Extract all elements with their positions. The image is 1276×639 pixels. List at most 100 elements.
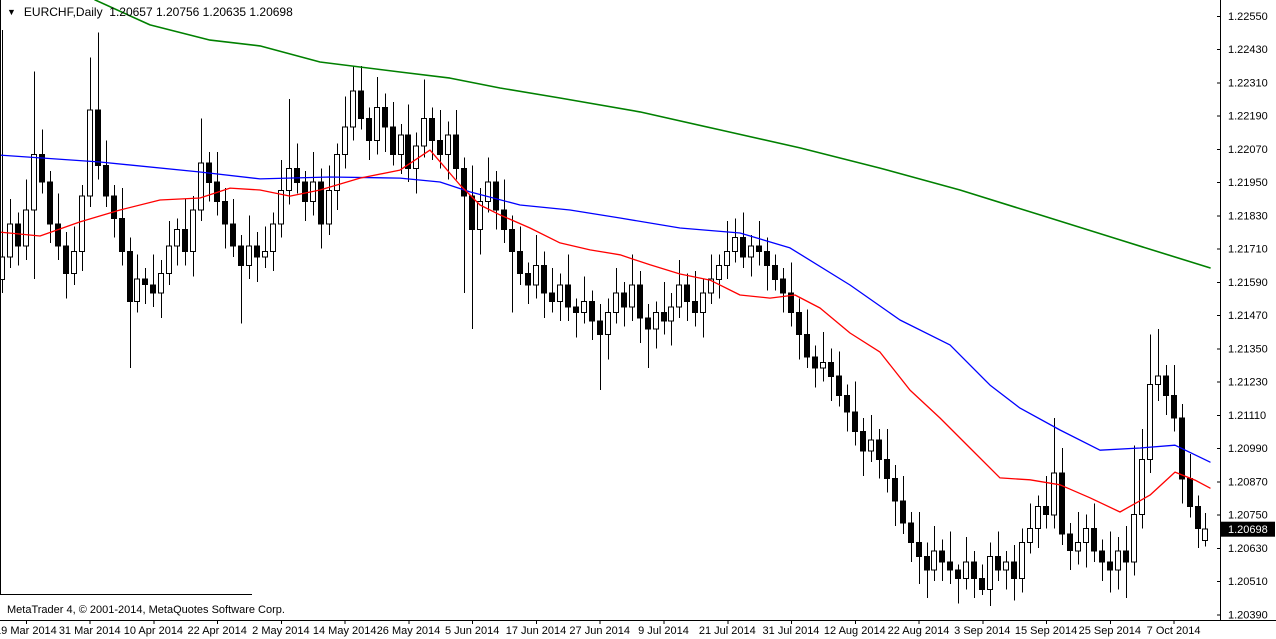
candle [924, 542, 930, 598]
candle [198, 118, 204, 221]
candle [748, 234, 754, 277]
candle [1099, 539, 1105, 582]
date-tick-label: 26 May 2014 [377, 625, 441, 637]
date-tick-label: 21 Jul 2014 [699, 625, 756, 637]
candle [1155, 329, 1161, 402]
candle [1051, 417, 1057, 529]
price-tick-label: 1.21470 [1228, 310, 1268, 322]
candle [525, 262, 531, 305]
candle [1067, 523, 1073, 571]
candle [342, 96, 348, 169]
candle [1107, 531, 1113, 593]
candle [876, 428, 882, 479]
candle [565, 254, 571, 321]
candle [661, 282, 667, 335]
candle [166, 221, 172, 285]
candle [485, 157, 491, 213]
candle [1059, 448, 1065, 546]
candle [127, 237, 133, 368]
candle [421, 79, 427, 158]
date-tick-label: 5 Jun 2014 [445, 625, 499, 637]
candle [621, 282, 627, 327]
chart-title-overlay: ▼ EURCHF,Daily 1.20657 1.20756 1.20635 1… [7, 5, 293, 19]
candle [509, 215, 515, 313]
candle [158, 259, 164, 318]
chart-title: EURCHF,Daily 1.20657 1.20756 1.20635 1.2… [23, 5, 293, 19]
candle [453, 110, 459, 180]
candle [374, 77, 380, 155]
candle [836, 351, 842, 407]
candle [23, 179, 29, 260]
candle [780, 268, 786, 313]
candle [716, 254, 722, 299]
date-tick-label: 31 Mar 2014 [59, 625, 121, 637]
candle [437, 110, 443, 169]
price-tick-label: 1.21710 [1228, 244, 1268, 256]
price-tick-label: 1.21230 [1228, 377, 1268, 389]
candle [1179, 403, 1185, 504]
candle [1035, 495, 1041, 548]
candle [63, 232, 69, 299]
candle [995, 531, 1001, 582]
candle [684, 273, 690, 321]
date-tick-label: 22 Apr 2014 [188, 625, 247, 637]
date-tick-label: 25 Sep 2014 [1079, 625, 1141, 637]
date-tick-label: 27 Jun 2014 [569, 625, 630, 637]
candle [629, 254, 635, 321]
candle [190, 196, 196, 277]
candle [820, 331, 826, 382]
price-tick-label: 1.22070 [1228, 144, 1268, 156]
candle [708, 254, 714, 305]
candle [31, 71, 37, 280]
candle [119, 187, 125, 266]
symbol-marker-icon: ▼ [7, 7, 16, 17]
candle [103, 140, 109, 208]
candle [294, 143, 300, 194]
candle [852, 381, 858, 446]
candle [1139, 428, 1145, 529]
date-axis: 19 Mar 2014 31 Mar 2014 10 Apr 2014 22 Apr … [0, 621, 1201, 637]
candle [1147, 334, 1153, 474]
candle [238, 234, 244, 324]
candle [1075, 512, 1081, 565]
candle [469, 165, 475, 330]
candle [254, 232, 260, 282]
candle [1195, 495, 1201, 548]
candle [955, 564, 961, 604]
candle [812, 345, 818, 388]
candle [0, 29, 5, 294]
candle [692, 270, 698, 327]
candle [931, 525, 937, 582]
candle [413, 132, 419, 194]
date-tick-label: 17 Jun 2014 [506, 625, 567, 637]
candle [971, 550, 977, 598]
candle [150, 254, 156, 307]
date-tick-label: 3 Sep 2014 [954, 625, 1010, 637]
candle [1131, 445, 1137, 576]
candle [860, 417, 866, 476]
candle [382, 93, 388, 152]
candle [79, 185, 85, 271]
candle [71, 226, 77, 285]
date-tick-label: 22 Aug 2014 [888, 625, 950, 637]
candle [230, 198, 236, 258]
date-tick-label: 15 Sep 2014 [1015, 625, 1077, 637]
candle [358, 65, 364, 130]
candle [278, 160, 284, 238]
candle [1019, 528, 1025, 593]
candle [900, 476, 906, 535]
candle [947, 531, 953, 584]
candle [318, 168, 324, 249]
candle [1115, 536, 1121, 590]
candle [95, 32, 101, 180]
date-tick-label: 31 Jul 2014 [763, 625, 820, 637]
candle [302, 171, 308, 221]
candle [429, 107, 435, 161]
candle [668, 293, 674, 346]
candle [174, 218, 180, 266]
candles-layer [0, 29, 1208, 607]
candle [724, 221, 730, 280]
candle [732, 218, 738, 263]
candle [326, 165, 332, 235]
